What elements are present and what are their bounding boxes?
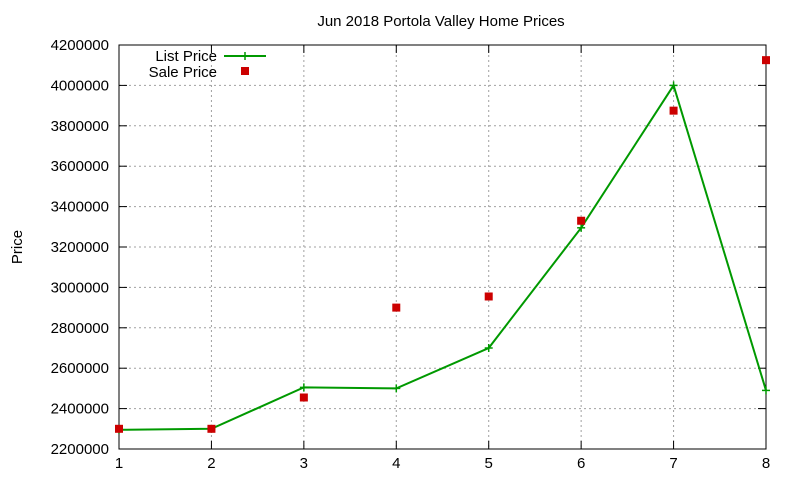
x-tick-label: 8 — [762, 455, 770, 472]
y-tick-label: 3000000 — [51, 279, 109, 296]
list-price-line — [118, 83, 767, 431]
y-tick-label: 3400000 — [51, 199, 109, 216]
y-tick-label: 2600000 — [51, 360, 109, 377]
sale-price-point — [577, 216, 586, 225]
x-tick-label: 5 — [485, 455, 493, 472]
x-tick-label: 2 — [207, 455, 215, 472]
y-tick-label: 4000000 — [51, 77, 109, 94]
legend-marker-sale-price — [241, 67, 249, 75]
legend-label-sale-price: Sale Price — [149, 64, 217, 81]
y-tick-label: 3200000 — [51, 239, 109, 256]
x-tick-label: 3 — [300, 455, 308, 472]
sale-price-point — [115, 424, 123, 433]
x-tick-label: 6 — [577, 455, 585, 472]
list-price-point — [577, 223, 586, 232]
legend: List Price Sale Price — [149, 48, 266, 81]
x-tick-label: 4 — [392, 455, 400, 472]
y-tick-label: 2800000 — [51, 320, 109, 337]
y-tick-label: 2400000 — [51, 401, 109, 418]
sale-price-point — [669, 106, 678, 115]
list-price-point — [299, 383, 308, 392]
sale-price-point — [207, 424, 216, 433]
grid — [119, 45, 766, 449]
series-layer — [115, 56, 770, 434]
list-price-point — [669, 81, 678, 90]
y-tick-label: 3600000 — [51, 158, 109, 175]
y-axis-label: Price — [9, 230, 26, 264]
x-tick-label: 7 — [669, 455, 677, 472]
sale-price-point — [762, 56, 770, 65]
y-tick-label: 2200000 — [51, 441, 109, 458]
sale-price-point — [299, 393, 308, 402]
legend-label-list-price: List Price — [155, 48, 217, 65]
y-tick-label: 3800000 — [51, 118, 109, 135]
plot-border — [118, 44, 767, 450]
y-tick-label: 4200000 — [51, 37, 109, 54]
list-price-point — [484, 344, 493, 352]
ticks: 2200000 2400000 2600000 2800000 3000000 32000… — [51, 37, 771, 472]
list-price-point — [762, 386, 770, 395]
sale-price-point — [484, 292, 493, 301]
chart-title: Jun 2018 Portola Valley Home Prices — [317, 13, 564, 30]
sale-price-point — [392, 303, 401, 312]
list-price-point — [392, 384, 401, 393]
x-tick-label: 1 — [115, 455, 123, 472]
legend-marker-list-price — [241, 52, 249, 60]
